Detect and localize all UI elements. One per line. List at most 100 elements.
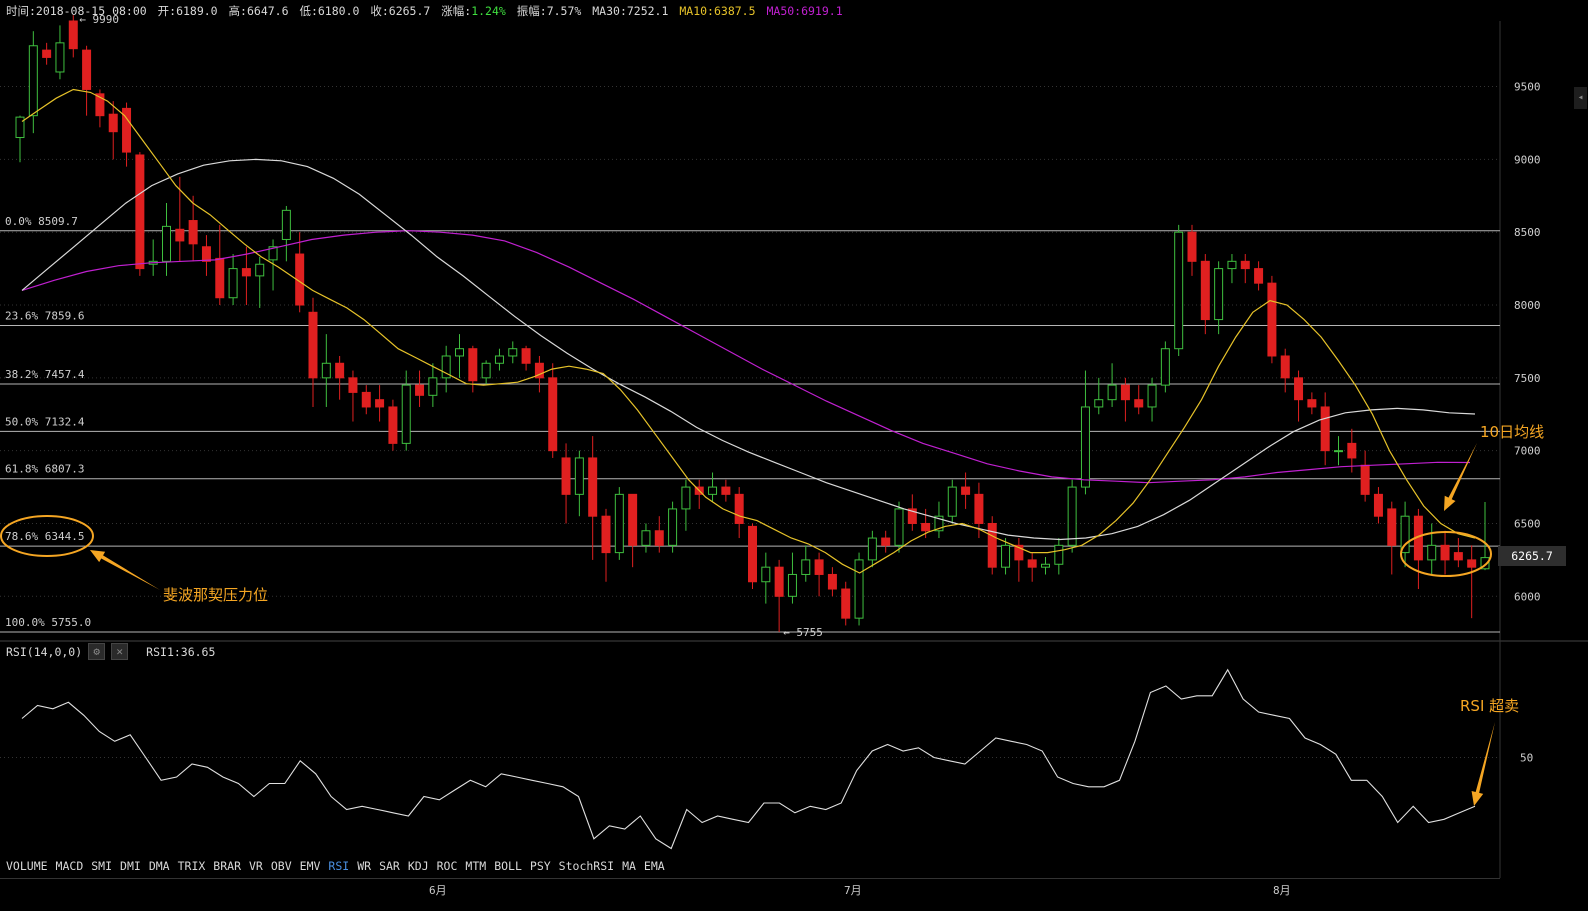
- candle-97[interactable]: [1307, 392, 1317, 415]
- candle-109[interactable]: [1467, 545, 1477, 619]
- candle-71[interactable]: [961, 472, 971, 509]
- candle-13[interactable]: [188, 195, 198, 262]
- tab-macd[interactable]: MACD: [55, 859, 84, 873]
- candle-105[interactable]: [1413, 508, 1423, 590]
- candle-4[interactable]: [68, 15, 78, 58]
- candle-25[interactable]: [348, 370, 358, 422]
- tab-kdj[interactable]: KDJ: [407, 859, 429, 873]
- candle-98[interactable]: [1320, 392, 1330, 466]
- candle-100[interactable]: [1347, 428, 1357, 473]
- candle-96[interactable]: [1294, 370, 1304, 422]
- candle-17[interactable]: [241, 246, 251, 306]
- candle-47[interactable]: [641, 523, 651, 553]
- candle-52[interactable]: [708, 472, 718, 502]
- candle-35[interactable]: [481, 360, 491, 386]
- close-icon[interactable]: ✕: [111, 643, 129, 660]
- candle-64[interactable]: [867, 530, 877, 568]
- candle-8[interactable]: [122, 102, 132, 167]
- candle-77[interactable]: [1041, 556, 1050, 575]
- candle-83[interactable]: [1120, 377, 1130, 422]
- candle-110[interactable]: [1480, 501, 1490, 571]
- candle-6[interactable]: [95, 89, 105, 128]
- tab-vr[interactable]: VR: [249, 859, 263, 873]
- candle-22[interactable]: [308, 297, 318, 407]
- tab-psy[interactable]: PSY: [529, 859, 551, 873]
- candle-106[interactable]: [1427, 523, 1437, 575]
- candle-67[interactable]: [907, 494, 917, 531]
- tab-boll[interactable]: BOLL: [494, 859, 522, 873]
- tab-emv[interactable]: EMV: [299, 859, 321, 873]
- candle-12[interactable]: [175, 176, 185, 262]
- candle-79[interactable]: [1067, 479, 1077, 553]
- candle-107[interactable]: [1440, 530, 1450, 575]
- candle-75[interactable]: [1014, 538, 1024, 582]
- candle-90[interactable]: [1214, 261, 1224, 335]
- candle-0[interactable]: [15, 115, 25, 163]
- candle-18[interactable]: [255, 256, 265, 308]
- tab-sar[interactable]: SAR: [379, 859, 400, 873]
- candle-93[interactable]: [1254, 261, 1264, 291]
- candle-91[interactable]: [1227, 254, 1237, 284]
- tab-obv[interactable]: OBV: [270, 859, 292, 873]
- candle-81[interactable]: [1094, 377, 1104, 415]
- tab-trix[interactable]: TRIX: [177, 859, 206, 873]
- candle-41[interactable]: [561, 443, 571, 524]
- candle-34[interactable]: [468, 345, 478, 393]
- candle-76[interactable]: [1027, 552, 1037, 582]
- candles[interactable]: ← 9990 ← 5755: [15, 13, 1490, 639]
- candle-89[interactable]: [1200, 254, 1210, 335]
- candle-10[interactable]: [148, 239, 158, 276]
- candle-43[interactable]: [588, 436, 598, 560]
- candle-7[interactable]: [108, 101, 118, 160]
- candle-14[interactable]: [201, 235, 211, 276]
- candle-30[interactable]: [415, 370, 425, 407]
- candle-9[interactable]: [135, 152, 145, 276]
- candle-23[interactable]: [321, 334, 331, 407]
- tab-roc[interactable]: ROC: [436, 859, 458, 873]
- candle-27[interactable]: [375, 385, 385, 422]
- candle-5[interactable]: [82, 45, 92, 116]
- candle-26[interactable]: [361, 385, 371, 415]
- candle-104[interactable]: [1400, 501, 1410, 568]
- candle-2[interactable]: [42, 42, 52, 65]
- candle-61[interactable]: [827, 567, 837, 597]
- candle-56[interactable]: [761, 552, 771, 604]
- candle-16[interactable]: [228, 254, 238, 306]
- candle-40[interactable]: [548, 363, 558, 458]
- candle-44[interactable]: [601, 508, 611, 582]
- candle-95[interactable]: [1280, 348, 1290, 393]
- tab-ma[interactable]: MA: [622, 859, 636, 873]
- candle-66[interactable]: [894, 501, 904, 553]
- candle-1[interactable]: [28, 31, 38, 134]
- candle-3[interactable]: [55, 25, 65, 80]
- candle-37[interactable]: [508, 341, 518, 364]
- candle-94[interactable]: [1267, 275, 1277, 364]
- candle-33[interactable]: [455, 334, 464, 378]
- settings-gear-icon[interactable]: ⚙: [88, 643, 106, 660]
- candle-59[interactable]: [801, 545, 811, 582]
- candle-31[interactable]: [428, 363, 438, 407]
- candle-70[interactable]: [947, 479, 957, 524]
- tab-dmi[interactable]: DMI: [120, 859, 141, 873]
- tab-dma[interactable]: DMA: [148, 859, 170, 873]
- candle-108[interactable]: [1453, 538, 1463, 568]
- candle-88[interactable]: [1187, 224, 1197, 276]
- candle-45[interactable]: [614, 487, 624, 560]
- candle-36[interactable]: [494, 348, 504, 371]
- tab-brar[interactable]: BRAR: [213, 859, 241, 873]
- tab-wr[interactable]: WR: [357, 859, 372, 873]
- candle-49[interactable]: [668, 501, 678, 553]
- candle-53[interactable]: [721, 479, 731, 502]
- tab-mtm[interactable]: MTM: [465, 859, 487, 873]
- candle-51[interactable]: [694, 479, 704, 509]
- candle-46[interactable]: [628, 493, 638, 568]
- candle-63[interactable]: [854, 552, 864, 626]
- candle-99[interactable]: [1334, 436, 1343, 466]
- candle-60[interactable]: [814, 552, 824, 597]
- candle-65[interactable]: [881, 530, 891, 553]
- candle-54[interactable]: [734, 487, 744, 539]
- candle-32[interactable]: [441, 345, 451, 393]
- candle-102[interactable]: [1373, 487, 1383, 524]
- candle-11[interactable]: [162, 203, 171, 276]
